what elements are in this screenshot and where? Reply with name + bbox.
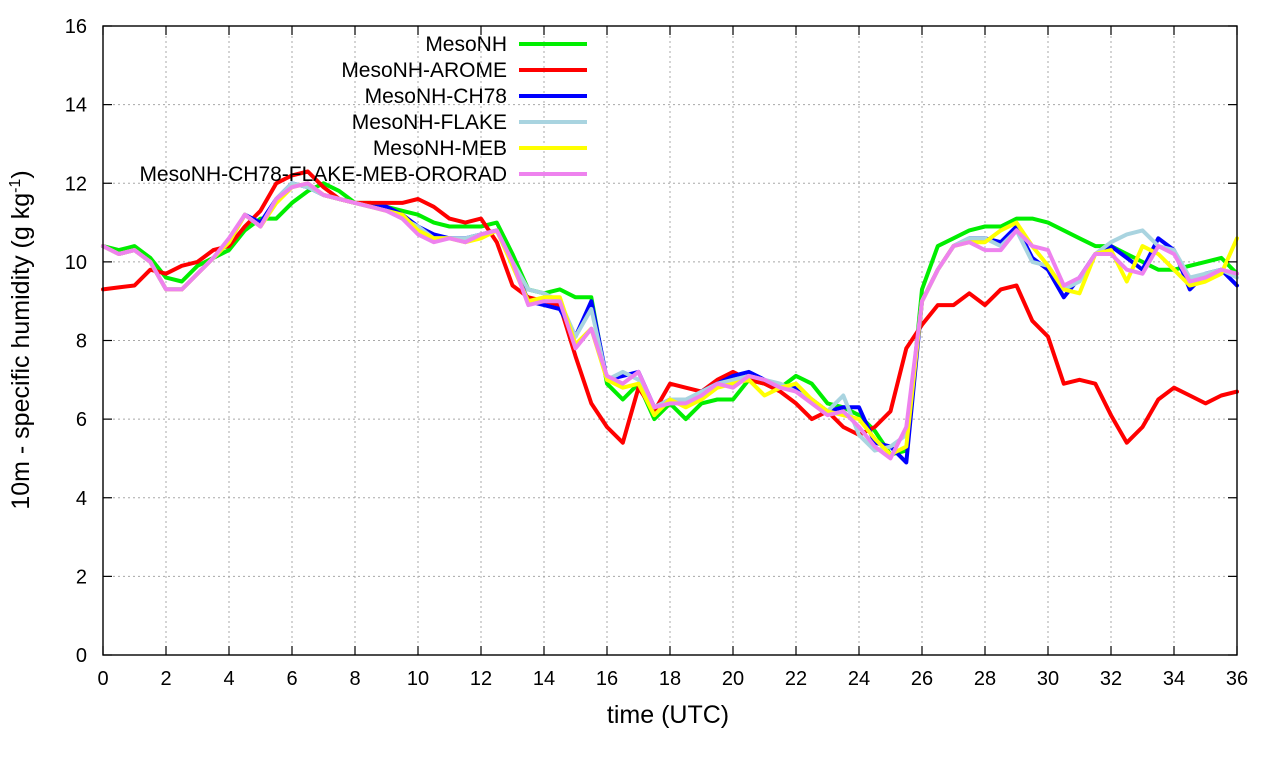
y-tick-label: 10 [65,252,87,274]
x-tick-labels: 0 2 4 6 8 10 12 14 16 18 20 22 24 26 28 30 32 34 36 [97,668,1248,690]
series-lines [101,169,1239,465]
legend-label-5: MesoNH-MEB [373,137,507,160]
x-tick-label: 16 [596,668,618,690]
legend-label-6: MesoNH-CH78-FLAKE-MEB-ORORAD [139,163,507,186]
x-tick-label: 34 [1163,668,1185,690]
x-tick-label: 32 [1100,668,1122,690]
x-tick-label: 30 [1037,668,1059,690]
x-tick-label: 8 [349,668,360,690]
series-line-2 [101,169,1239,445]
y-tick-label: 4 [76,488,87,510]
x-tick-label: 6 [286,668,297,690]
x-tick-label: 10 [407,668,429,690]
x-tick-label: 20 [722,668,744,690]
x-tick-label: 14 [533,668,555,690]
x-axis-label: time (UTC) [607,701,729,729]
y-tick-label: 6 [76,409,87,431]
legend-label-1: MesoNH [425,33,507,56]
y-axis-label-superscript: -1 [7,179,24,193]
x-tick-label: 18 [659,668,681,690]
x-tick-label: 4 [223,668,234,690]
y-axis-label-main: 10m - specific humidity (g kg [7,193,35,510]
x-tick-label: 22 [785,668,807,690]
y-tick-label: 0 [76,645,87,667]
y-axis-label: 10m - specific humidity (g kg-1) [7,170,35,509]
x-tick-label: 26 [911,668,933,690]
series-line-6 [101,181,1239,461]
y-tick-label: 16 [65,16,87,38]
y-tick-label: 14 [65,95,87,117]
x-tick-label: 0 [97,668,108,690]
legend-label-3: MesoNH-CH78 [365,85,507,108]
x-tick-label: 28 [974,668,996,690]
x-tick-label: 24 [848,668,870,690]
x-tick-label: 12 [470,668,492,690]
x-tick-label: 36 [1226,668,1248,690]
tick-marks [102,25,1238,656]
legend-label-2: MesoNH-AROME [341,59,507,82]
legend: MesoNH MesoNH-AROME MesoNH-CH78 MesoNH-FLAK… [139,33,587,186]
legend-label-4: MesoNH-FLAKE [352,111,507,134]
y-tick-label: 2 [76,566,87,588]
y-axis-label-tail: ) [7,170,35,178]
x-tick-label: 2 [160,668,171,690]
y-tick-label: 8 [76,331,87,353]
y-tick-labels: 0 2 4 6 8 10 12 14 16 [65,16,87,667]
y-tick-label: 12 [65,173,87,195]
